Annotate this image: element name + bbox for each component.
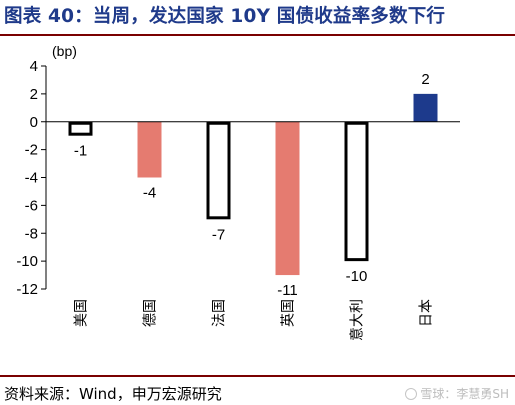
data-label: -7 xyxy=(212,226,225,243)
y-tick-label: -8 xyxy=(25,225,38,242)
bar xyxy=(344,121,369,262)
data-label: 2 xyxy=(421,71,429,88)
category-label: 美国 xyxy=(73,299,89,327)
data-label: -11 xyxy=(277,282,298,299)
bar xyxy=(68,121,93,136)
watermark-logo-icon xyxy=(405,388,418,400)
category-label: 日本 xyxy=(418,299,434,327)
bar xyxy=(413,93,438,122)
category-label: 英国 xyxy=(280,299,296,327)
y-tick-label: -4 xyxy=(25,170,38,187)
watermark-text: 雪球：李慧勇SH xyxy=(420,387,509,401)
y-tick-label: -10 xyxy=(16,253,38,270)
y-axis: 4 2 0 -2 -4 -6 -8 -10 -12 xyxy=(16,58,47,298)
watermark: 雪球：李慧勇SH xyxy=(405,385,509,402)
data-label: -1 xyxy=(74,143,87,160)
title-rule xyxy=(0,34,515,36)
y-tick-label: 0 xyxy=(30,114,38,131)
y-tick-label: -6 xyxy=(25,197,38,214)
category-label: 意大利 xyxy=(349,299,365,341)
bar xyxy=(137,121,162,178)
source-note: 资料来源：Wind，申万宏源研究 xyxy=(4,385,222,403)
data-label: -10 xyxy=(346,268,368,285)
category-label: 法国 xyxy=(211,299,227,327)
y-tick-label: 2 xyxy=(30,86,38,103)
bar xyxy=(275,121,300,276)
data-label: -4 xyxy=(143,185,156,202)
source-rule xyxy=(0,375,515,377)
y-tick-label: 4 xyxy=(30,58,38,75)
bar xyxy=(206,121,231,220)
category-labels: 美国 德国 法国 英国 意大利 日本 xyxy=(73,299,434,341)
bars xyxy=(68,93,438,276)
data-labels: -1 -4 -7 -11 -10 2 xyxy=(74,71,430,299)
bar-chart: 4 2 0 -2 -4 -6 -8 -10 -12 -1 -4 -7 -11 -10 2 美国 德国 法国 英国… xyxy=(16,43,460,341)
category-label: 德国 xyxy=(142,299,158,327)
chart-title: 图表 40：当周，发达国家 10Y 国债收益率多数下行 xyxy=(4,6,446,27)
y-tick-label: -2 xyxy=(25,142,38,159)
y-tick-label: -12 xyxy=(16,281,38,298)
y-unit-label: (bp) xyxy=(52,43,77,59)
